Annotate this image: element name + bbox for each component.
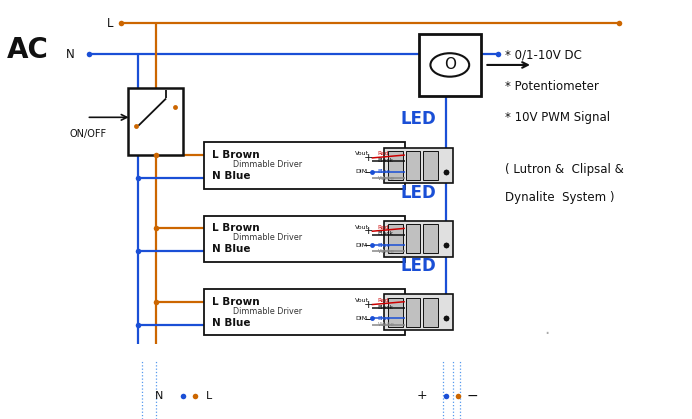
Bar	[388, 225, 403, 253]
Text: LED: LED	[401, 184, 437, 202]
Text: Dynalite  System ): Dynalite System )	[505, 191, 614, 204]
Bar	[384, 294, 453, 330]
Bar	[384, 221, 453, 256]
Text: N Blue: N Blue	[212, 171, 251, 181]
Text: Dimmable Driver: Dimmable Driver	[233, 160, 302, 169]
Text: +: +	[417, 389, 428, 403]
Bar	[384, 148, 453, 184]
Text: Dimmable Driver: Dimmable Driver	[233, 307, 302, 316]
Bar	[419, 34, 481, 96]
Bar	[423, 151, 438, 180]
Circle shape	[430, 53, 469, 77]
Text: Vout: Vout	[355, 225, 369, 230]
Bar	[388, 151, 403, 180]
Text: −: −	[466, 389, 477, 403]
Bar	[423, 297, 438, 327]
Bar	[423, 225, 438, 253]
Text: Blue: Blue	[378, 316, 391, 321]
Text: L Brown: L Brown	[212, 297, 260, 307]
Text: * Potentiometer: * Potentiometer	[505, 80, 599, 93]
Text: −: −	[364, 315, 374, 325]
Text: Dimmable Driver: Dimmable Driver	[233, 233, 302, 243]
Bar	[406, 225, 421, 253]
Bar	[388, 297, 403, 327]
Text: AC: AC	[7, 36, 49, 64]
Text: −: −	[364, 168, 374, 178]
Text: Red: Red	[378, 151, 389, 156]
Text: DIM: DIM	[355, 243, 367, 248]
Text: N: N	[155, 391, 163, 401]
Text: Red: Red	[378, 225, 389, 230]
Text: N Blue: N Blue	[212, 318, 251, 328]
Text: White: White	[378, 176, 395, 181]
Text: White: White	[378, 322, 395, 327]
Text: ON/OFF: ON/OFF	[69, 129, 107, 139]
Bar	[204, 142, 405, 189]
Text: Red: Red	[378, 298, 389, 303]
Text: Black: Black	[378, 231, 394, 236]
Text: * 0/1-10V DC: * 0/1-10V DC	[505, 48, 582, 61]
Text: L Brown: L Brown	[212, 150, 260, 160]
Text: +: +	[364, 153, 374, 163]
Bar	[406, 297, 421, 327]
Bar	[204, 216, 405, 262]
Text: N: N	[66, 48, 75, 61]
Text: Vout: Vout	[355, 151, 369, 156]
Text: DIM: DIM	[355, 169, 367, 174]
Text: .: .	[544, 320, 549, 338]
Text: L: L	[107, 16, 113, 30]
Bar	[128, 88, 183, 155]
Text: −: −	[364, 241, 374, 251]
Bar	[204, 289, 405, 335]
Text: +: +	[364, 300, 374, 310]
Text: N Blue: N Blue	[212, 244, 251, 254]
Text: DIM: DIM	[355, 316, 367, 321]
Text: * 10V PWM Signal: * 10V PWM Signal	[505, 111, 610, 124]
Text: White: White	[378, 249, 395, 254]
Text: +: +	[364, 226, 374, 236]
Text: Vout: Vout	[355, 298, 369, 303]
Text: Black: Black	[378, 158, 394, 163]
Text: LED: LED	[401, 257, 437, 275]
Text: L Brown: L Brown	[212, 223, 260, 233]
Text: Blue: Blue	[378, 243, 391, 248]
Text: L: L	[206, 391, 212, 401]
Bar	[406, 151, 421, 180]
Text: LED: LED	[401, 111, 437, 128]
Text: O: O	[444, 57, 456, 72]
Text: Black: Black	[378, 305, 394, 310]
Text: Blue: Blue	[378, 169, 391, 174]
Text: ( Lutron &  Clipsal &: ( Lutron & Clipsal &	[505, 163, 624, 176]
